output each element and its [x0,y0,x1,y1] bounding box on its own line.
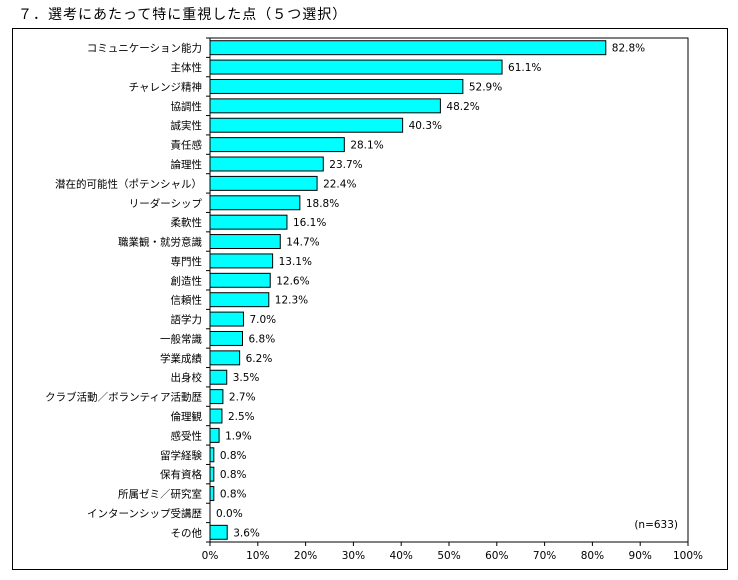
bar [209,408,223,424]
chart-title: ７．選考にあたって特に重視した点（５つ選択） [18,7,348,23]
x-tick-label: 10% [246,550,269,562]
bar [209,369,228,385]
bar [209,389,224,405]
data-label: 3.5% [233,372,260,384]
category-label: その他 [171,526,203,539]
data-label: 3.6% [233,527,260,539]
category-label: 協調性 [171,100,203,113]
data-label: 52.9% [469,81,502,93]
data-label: 61.1% [508,62,541,74]
category-label: 専門性 [171,255,203,268]
bar [209,272,271,288]
category-label: 学業成績 [160,352,202,365]
bar [209,311,244,327]
category-label: 一般常識 [160,332,202,345]
category-label: 所属ゼミ／研究室 [118,488,202,501]
category-label: 責任感 [171,139,203,152]
bar [209,466,215,482]
bar [209,253,274,269]
data-label: 22.4% [323,178,356,190]
data-label: 12.6% [276,275,309,287]
x-tick-label: 100% [673,550,703,562]
category-label: インターンシップ受講歴 [87,507,202,520]
x-tick-label: 50% [437,550,460,562]
data-label: 2.5% [228,411,255,423]
category-label: 誠実性 [171,119,203,132]
data-label: 82.8% [612,43,645,55]
bar [209,447,215,463]
bar [209,78,464,94]
data-label: 40.3% [409,120,442,132]
x-tick-label: 20% [294,550,317,562]
data-label: 16.1% [293,217,326,229]
bar [209,40,607,56]
data-label: 0.0% [216,508,243,520]
category-label: コミュニケーション能力 [87,42,202,55]
category-label: 主体性 [171,61,203,74]
data-label: 0.8% [220,489,247,501]
category-label: 創造性 [171,274,203,287]
bar [209,156,324,172]
x-tick-label: 0% [202,550,219,562]
data-label: 6.2% [246,353,273,365]
data-label: 28.1% [350,140,383,152]
data-label: 2.7% [229,392,256,404]
category-label: 柔軟性 [171,216,203,229]
bar [209,98,441,114]
category-label: チャレンジ精神 [129,80,202,93]
data-label: 6.8% [249,333,276,345]
category-label: 職業観・就労意識 [118,236,202,249]
bar [209,524,228,540]
bar [209,350,241,366]
bar [209,292,270,308]
bar [209,234,281,250]
chart-frame [12,28,728,570]
category-label: 留学経験 [160,449,202,462]
x-tick-label: 90% [629,550,652,562]
bar [209,195,301,211]
data-label: 14.7% [286,237,319,249]
data-label: 7.0% [249,314,276,326]
bar [209,214,288,230]
category-label: 感受性 [171,429,203,442]
x-tick-label: 70% [533,550,556,562]
category-label: 潜在的可能性（ポテンシャル） [55,177,202,190]
data-label: 48.2% [446,101,479,113]
data-label: 0.8% [220,469,247,481]
bar [209,486,215,502]
category-label: 出身校 [171,371,203,384]
x-tick-label: 80% [581,550,604,562]
sample-size-annotation: (n=633) [634,519,678,531]
category-label: 信頼性 [171,294,203,307]
x-tick-label: 60% [485,550,508,562]
bar [209,59,503,75]
data-label: 0.8% [220,450,247,462]
category-label: 倫理観 [171,410,203,423]
bar [209,427,220,443]
category-label: リーダーシップ [129,197,203,210]
bar [209,175,318,191]
data-label: 18.8% [306,198,339,210]
x-tick-label: 40% [390,550,413,562]
bar [209,117,404,133]
data-label: 23.7% [329,159,362,171]
bar [209,330,244,346]
bar [209,137,345,153]
category-label: 保有資格 [160,468,202,481]
plot-area [209,37,689,543]
data-label: 12.3% [275,295,308,307]
x-tick-label: 30% [342,550,365,562]
data-label: 1.9% [225,430,252,442]
category-label: 論理性 [171,158,203,171]
category-label: 語学力 [171,313,203,326]
data-label: 13.1% [279,256,312,268]
category-label: クラブ活動／ボランティア活動歴 [45,391,202,404]
